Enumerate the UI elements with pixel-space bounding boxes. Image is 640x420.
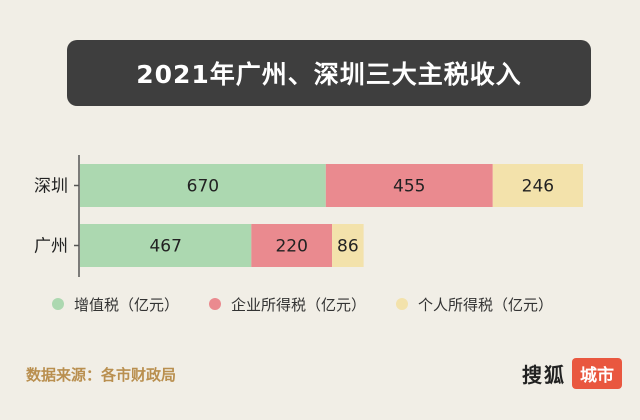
bar-segment — [492, 164, 583, 207]
legend-label-corporate-tax: 企业所得税（亿元） — [231, 295, 367, 314]
data-source: 数据来源：各市财政局 — [26, 366, 177, 384]
category-label: 深圳 — [34, 177, 68, 197]
bar-segment — [251, 224, 333, 267]
data-label: 86 — [337, 237, 359, 257]
data-label: 670 — [187, 177, 219, 197]
legend-swatch-income-tax — [396, 298, 409, 310]
chart-legend: 增值税（亿元） 企业所得税（亿元） 个人所得税（亿元） — [52, 292, 612, 316]
bar-segment — [332, 224, 364, 267]
category-label: 广州 — [34, 237, 68, 257]
legend-label-income-tax: 个人所得税（亿元） — [418, 295, 554, 314]
sohu-city-logo: 搜狐 城市 — [522, 357, 622, 389]
data-label: 220 — [275, 237, 307, 257]
bar-segment — [80, 164, 326, 207]
legend-item-vat: 增值税（亿元） — [52, 294, 179, 315]
bar-segment — [80, 224, 252, 267]
logo-tag-text: 城市 — [572, 357, 622, 389]
title-banner: 2021年广州、深圳三大主税收入 — [67, 40, 591, 106]
legend-label-vat: 增值税（亿元） — [74, 295, 180, 314]
legend-item-corporate-tax: 企业所得税（亿元） — [209, 294, 366, 315]
data-label: 455 — [393, 177, 425, 197]
logo-main-text: 搜狐 — [522, 362, 566, 387]
legend-swatch-vat — [52, 298, 64, 310]
legend-item-income-tax: 个人所得税（亿元） — [396, 294, 553, 315]
legend-swatch-corporate-tax — [209, 298, 222, 310]
chart-title: 2021年广州、深圳三大主税收入 — [136, 60, 522, 89]
bar-segment — [325, 164, 493, 207]
data-label: 467 — [149, 237, 181, 257]
data-label: 246 — [522, 177, 554, 197]
